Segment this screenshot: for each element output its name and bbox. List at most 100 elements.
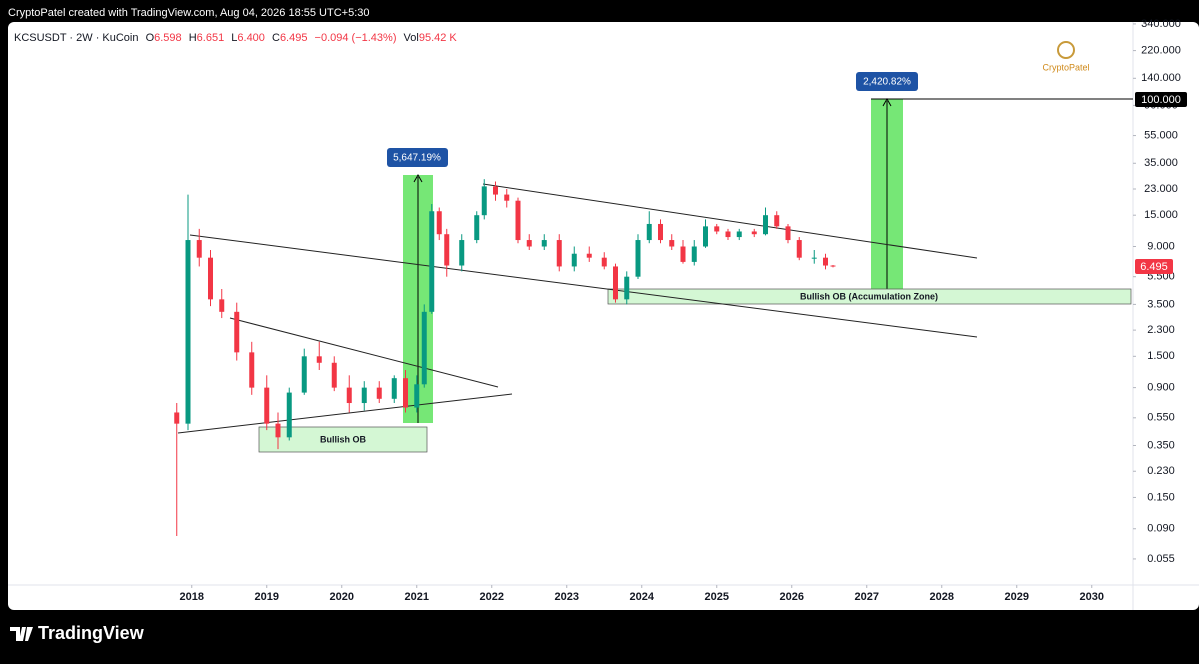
candle-body xyxy=(541,240,547,247)
y-tick-label: 0.900 xyxy=(1147,382,1175,394)
y-tick-label: 220.000 xyxy=(1141,45,1181,57)
legend-row: KCSUSDT · 2W · KuCoin O6.598 H6.651 L6.4… xyxy=(14,32,457,44)
y-tick-label: 0.150 xyxy=(1147,491,1175,503)
candle-body xyxy=(264,387,270,424)
y-tick-label: 0.550 xyxy=(1147,412,1175,424)
x-tick-label: 2025 xyxy=(705,591,729,603)
ohlc-key: O xyxy=(146,32,155,44)
last-price-label: 6.495 xyxy=(1140,261,1168,273)
candle-body xyxy=(301,356,307,393)
candle-body xyxy=(635,240,641,277)
x-tick-label: 2030 xyxy=(1080,591,1104,603)
candle-body xyxy=(219,299,225,312)
candle-body xyxy=(751,231,757,235)
candle-body xyxy=(474,215,480,241)
arrow-head xyxy=(413,173,423,183)
trend-line xyxy=(177,393,513,434)
candle-body xyxy=(613,266,618,300)
candle-body xyxy=(774,215,780,227)
candle-body xyxy=(736,231,742,238)
gain-label: 2,420.82% xyxy=(863,77,911,88)
candle-body xyxy=(646,223,652,241)
x-tick-label: 2022 xyxy=(480,591,504,603)
candle-body xyxy=(185,240,191,424)
x-tick-label: 2018 xyxy=(180,591,204,603)
x-tick-label: 2027 xyxy=(855,591,879,603)
credit: CryptoPatel created with TradingView.com… xyxy=(8,7,370,19)
candle-body xyxy=(680,246,686,262)
y-tick-label: 3.500 xyxy=(1147,298,1175,310)
label-box xyxy=(387,148,448,167)
candle-body xyxy=(196,240,202,258)
logo: CryptoPatel xyxy=(1042,41,1090,72)
candle-body xyxy=(691,246,697,262)
candle-body xyxy=(586,253,592,258)
candle-body xyxy=(275,423,281,438)
y-tick-label: 15.000 xyxy=(1144,209,1178,221)
candle-body xyxy=(714,226,720,232)
y-tick-label: 340.000 xyxy=(1141,18,1181,30)
trend-line xyxy=(482,183,978,259)
last-price-box xyxy=(1135,259,1173,274)
x-tick-label: 2021 xyxy=(405,591,429,603)
volume: 95.42 K xyxy=(419,32,458,44)
candle-body xyxy=(234,311,240,353)
candle-body xyxy=(725,231,731,238)
candle-body xyxy=(823,257,828,266)
trend-line xyxy=(189,234,978,338)
x-tick-label: 2026 xyxy=(780,591,804,603)
annotations: Bullish OB Bullish OB (Accumulation Zone… xyxy=(320,72,938,444)
x-tick-label: 2023 xyxy=(555,591,579,603)
footer-logo xyxy=(10,627,33,641)
ohlc-key: H xyxy=(189,32,197,44)
ohlc-value: 6.598 xyxy=(154,32,182,44)
y-tick-label: 2.300 xyxy=(1147,324,1175,336)
candle-body xyxy=(624,276,630,300)
candle-body xyxy=(436,211,442,235)
candle-body xyxy=(403,378,408,408)
candle-body xyxy=(331,362,337,388)
x-tick-label: 2024 xyxy=(630,591,655,603)
candle-body xyxy=(601,257,607,267)
trend-line xyxy=(229,317,499,388)
y-tick-label: 0.350 xyxy=(1147,439,1175,451)
candle-body xyxy=(556,240,562,267)
candle-body xyxy=(515,200,521,241)
y-tick-label: 55.000 xyxy=(1144,129,1178,141)
zone-label: Bullish OB xyxy=(320,434,367,444)
zone-label: Bullish OB (Accumulation Zone) xyxy=(800,291,938,301)
y-tick-label: 23.000 xyxy=(1144,183,1178,195)
footer-brand: TradingView xyxy=(38,623,145,643)
candle-body xyxy=(249,352,255,388)
candle-body xyxy=(361,387,367,404)
candle-body xyxy=(208,257,213,300)
candle-body xyxy=(669,240,675,247)
candle-body xyxy=(526,240,532,247)
volume-key: Vol xyxy=(404,32,419,44)
ohlc-value: 6.651 xyxy=(197,32,225,44)
y-tick-label: 140.000 xyxy=(1141,72,1181,84)
candle-body xyxy=(763,215,768,235)
candle-body xyxy=(421,311,427,385)
candle-body xyxy=(481,186,487,216)
candle-body xyxy=(444,234,450,266)
y-tick-label: 35.000 xyxy=(1144,157,1178,169)
candle-body xyxy=(830,265,836,267)
logo-icon xyxy=(1057,41,1075,59)
candle-body xyxy=(376,387,382,399)
candle-body xyxy=(459,240,465,266)
candle-body xyxy=(346,387,352,404)
x-tick-label: 2029 xyxy=(1005,591,1029,603)
y-tick-label: 9.000 xyxy=(1147,240,1175,252)
ob-zone xyxy=(607,288,1132,305)
candle-body xyxy=(703,226,708,247)
candle-body xyxy=(785,226,791,241)
target-box xyxy=(1135,92,1187,107)
candle-body xyxy=(493,186,498,195)
price-labels: 100.000 6.495 xyxy=(1135,92,1187,274)
candle-body xyxy=(796,240,802,258)
gain-label: 5,647.19% xyxy=(393,153,441,164)
candle-body xyxy=(391,378,397,399)
candle-body xyxy=(414,384,420,408)
candle-body xyxy=(571,253,577,267)
